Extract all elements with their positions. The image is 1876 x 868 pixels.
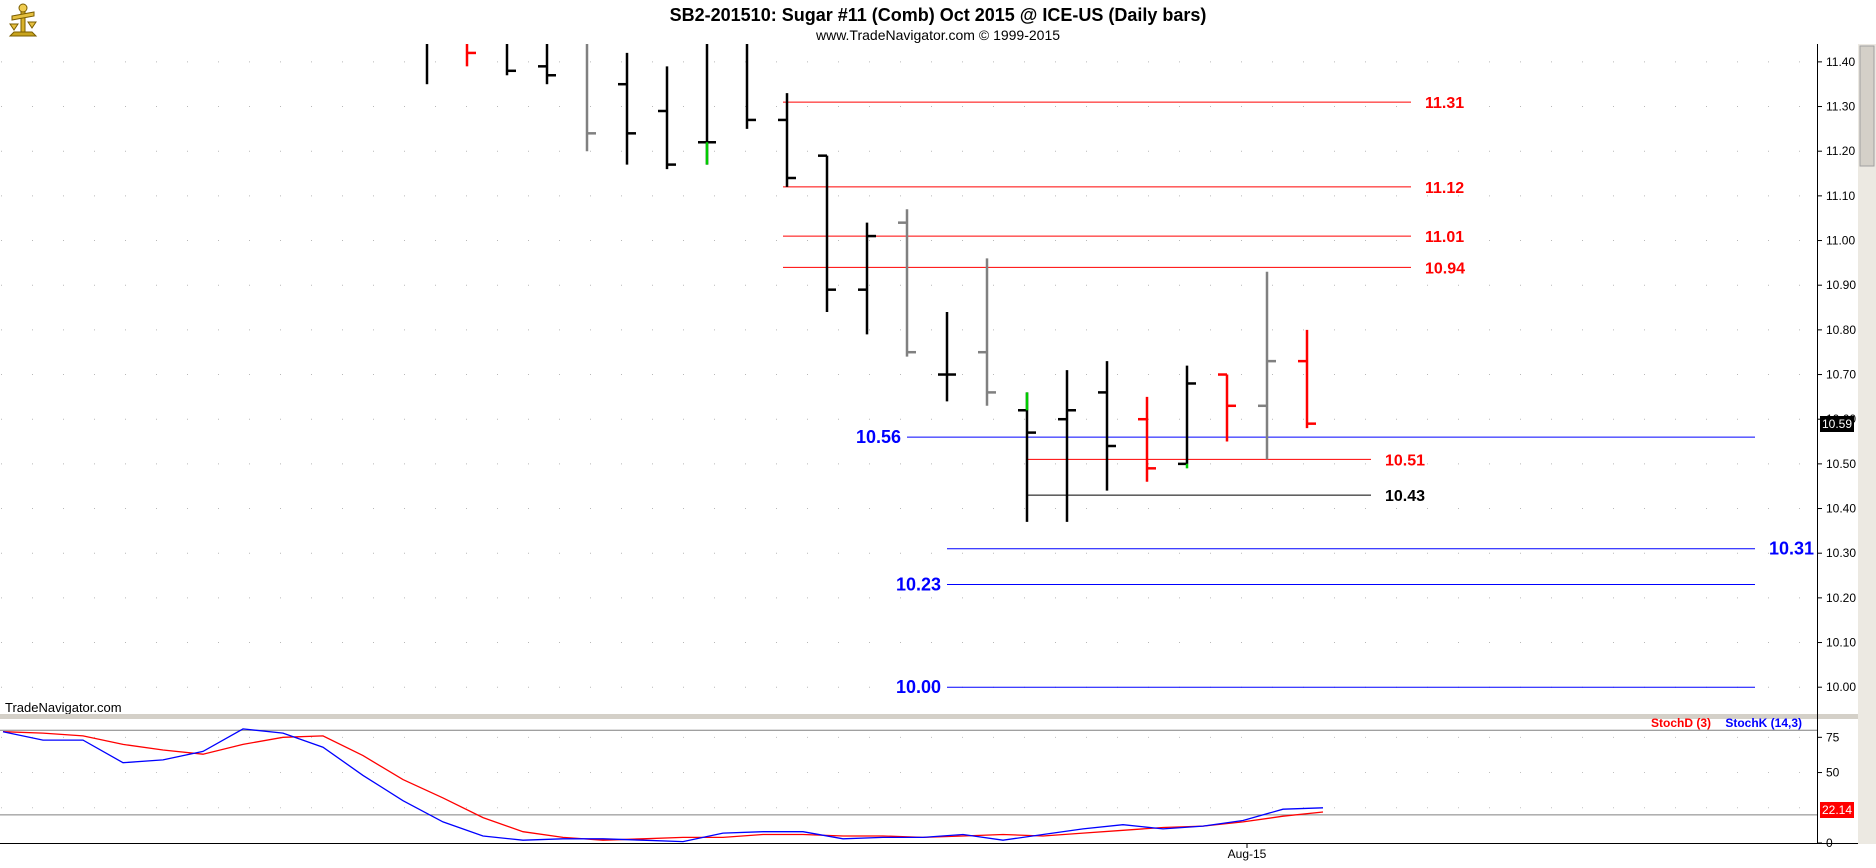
y-tick-label: 11.10 [1826, 189, 1855, 203]
y-tick-label: 10.70 [1826, 368, 1856, 382]
y-tick-label: 10.90 [1826, 278, 1856, 292]
ohlc-bar [1138, 396, 1156, 482]
y-tick-label: 10.00 [1826, 680, 1856, 694]
last-price-tag [1820, 416, 1854, 432]
level-label: 10.31 [1769, 539, 1814, 559]
stoch-series-line [2, 731, 1324, 841]
title-band [0, 0, 1876, 44]
chart-subtitle: www.TradeNavigator.com © 1999-2015 [815, 27, 1060, 43]
ohlc-bar [818, 154, 836, 312]
ohlc-bar [1218, 373, 1236, 442]
vertical-scrollbar[interactable] [1858, 44, 1876, 844]
level-label: 11.31 [1425, 95, 1464, 112]
legend-stochd: StochD (3) [1651, 716, 1711, 730]
y-tick-label: 11.40 [1826, 55, 1855, 69]
ohlc-bar [465, 44, 476, 67]
price-bars [425, 44, 1316, 522]
level-label: 10.23 [896, 574, 941, 594]
y-tick-label: 10.40 [1826, 502, 1856, 516]
panel-separator[interactable] [0, 714, 1876, 719]
legend-stochk: StochK (14,3) [1725, 716, 1802, 730]
watermark-label: TradeNavigator.com [5, 700, 122, 715]
date-axis: Aug-15Sep-15 [1228, 843, 1267, 861]
level-label: 10.43 [1385, 488, 1425, 505]
y-tick-label: 11.30 [1826, 100, 1855, 114]
y-tick-label: 10.80 [1826, 323, 1856, 337]
ohlc-bar [538, 44, 556, 85]
stoch-series-line [2, 728, 1324, 843]
y-tick-label: 11.20 [1826, 144, 1855, 158]
price-levels: 11.31 11.12 11.01 10.94 10.56 10.51 10.43 10.31… [783, 95, 1814, 697]
ohlc-bar [618, 52, 636, 165]
stoch-last-label: 22.14 [1822, 803, 1852, 817]
x-tick-label: Aug-15 [1228, 847, 1267, 861]
ohlc-bar [1258, 271, 1276, 460]
ohlc-bar [585, 44, 596, 152]
level-label: 10.56 [856, 427, 901, 447]
level-label: 11.12 [1425, 180, 1464, 197]
price-axis: 11.40 11.30 11.20 11.10 11.00 10.90 10.80 10.70… [1817, 55, 1856, 694]
stoch-tick-label: 0 [1826, 836, 1833, 850]
ohlc-bar [778, 93, 796, 187]
ohlc-bar [1098, 361, 1116, 491]
ohlc-bar [658, 66, 676, 170]
level-label: 10.51 [1385, 452, 1425, 469]
level-label: 10.94 [1425, 260, 1465, 277]
y-tick-label: 10.20 [1826, 591, 1856, 605]
ohlc-bar [938, 312, 956, 402]
stoch-tick-label: 75 [1826, 730, 1840, 744]
stoch-tick-label: 50 [1826, 766, 1840, 780]
ohlc-bar [745, 44, 756, 129]
level-label: 10.00 [896, 677, 941, 697]
ohlc-bar [858, 222, 876, 335]
y-tick-label: 10.10 [1826, 636, 1856, 650]
last-price-label: 10.59 [1822, 417, 1852, 431]
price-panel [1, 44, 1817, 714]
ohlc-bar [1058, 370, 1076, 522]
ohlc-bar [505, 44, 516, 76]
ohlc-bar [1018, 392, 1036, 522]
y-tick-label: 10.30 [1826, 546, 1856, 560]
y-tick-label: 10.50 [1826, 457, 1856, 471]
ohlc-bar [1178, 365, 1196, 466]
stoch-grid [0, 729, 1817, 816]
stoch-last-tag [1820, 802, 1854, 818]
y-tick-label: 11.00 [1826, 234, 1855, 248]
ohlc-bar [1298, 329, 1316, 429]
chart-title: SB2-201510: Sugar #11 (Comb) Oct 2015 @ … [670, 5, 1207, 25]
ohlc-bar [898, 209, 916, 357]
stoch-axis: 75 50 0 [1817, 730, 1840, 850]
level-label: 11.01 [1425, 229, 1464, 246]
app-logo-icon [4, 2, 42, 40]
scrollbar-thumb[interactable] [1859, 45, 1875, 167]
stoch-lines [2, 728, 1324, 843]
ohlc-bar [978, 258, 996, 406]
